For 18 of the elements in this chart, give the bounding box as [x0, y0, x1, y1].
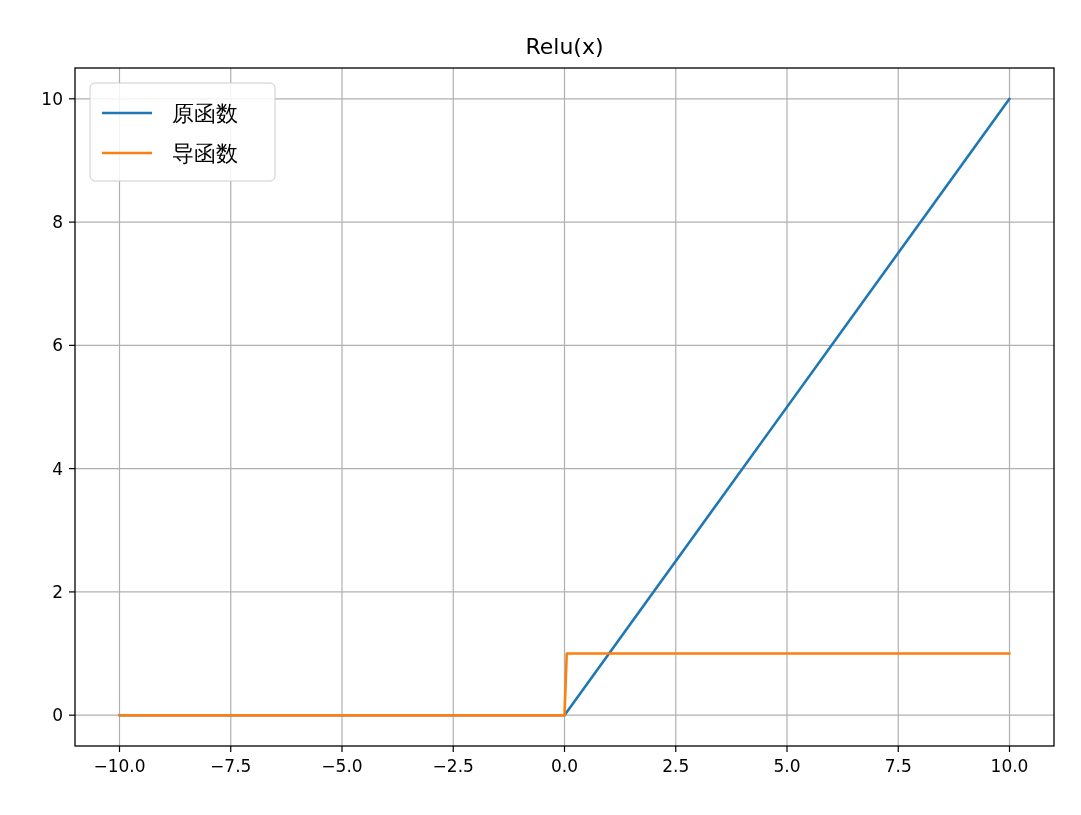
x-tick-label: −2.5 — [432, 756, 474, 776]
chart-title: Relu(x) — [525, 34, 604, 59]
y-tick-label: 6 — [52, 335, 63, 356]
y-tick-label: 4 — [52, 458, 63, 479]
x-tick-label: 7.5 — [884, 756, 912, 776]
legend-label: 导函数 — [172, 141, 238, 166]
x-tick-label: −7.5 — [210, 756, 252, 776]
x-tick-label: −10.0 — [93, 756, 146, 776]
x-tick-label: 10.0 — [990, 756, 1029, 776]
y-tick-label: 0 — [52, 705, 63, 726]
y-tick-label: 8 — [52, 212, 63, 233]
x-tick-label: 5.0 — [773, 756, 801, 776]
x-tick-label: −5.0 — [321, 756, 363, 776]
y-tick-label: 2 — [52, 581, 63, 602]
x-tick-label: 2.5 — [662, 756, 690, 776]
x-tick-label: 0.0 — [550, 756, 579, 776]
legend-label: 原函数 — [172, 101, 238, 126]
y-tick-label: 10 — [41, 88, 63, 109]
